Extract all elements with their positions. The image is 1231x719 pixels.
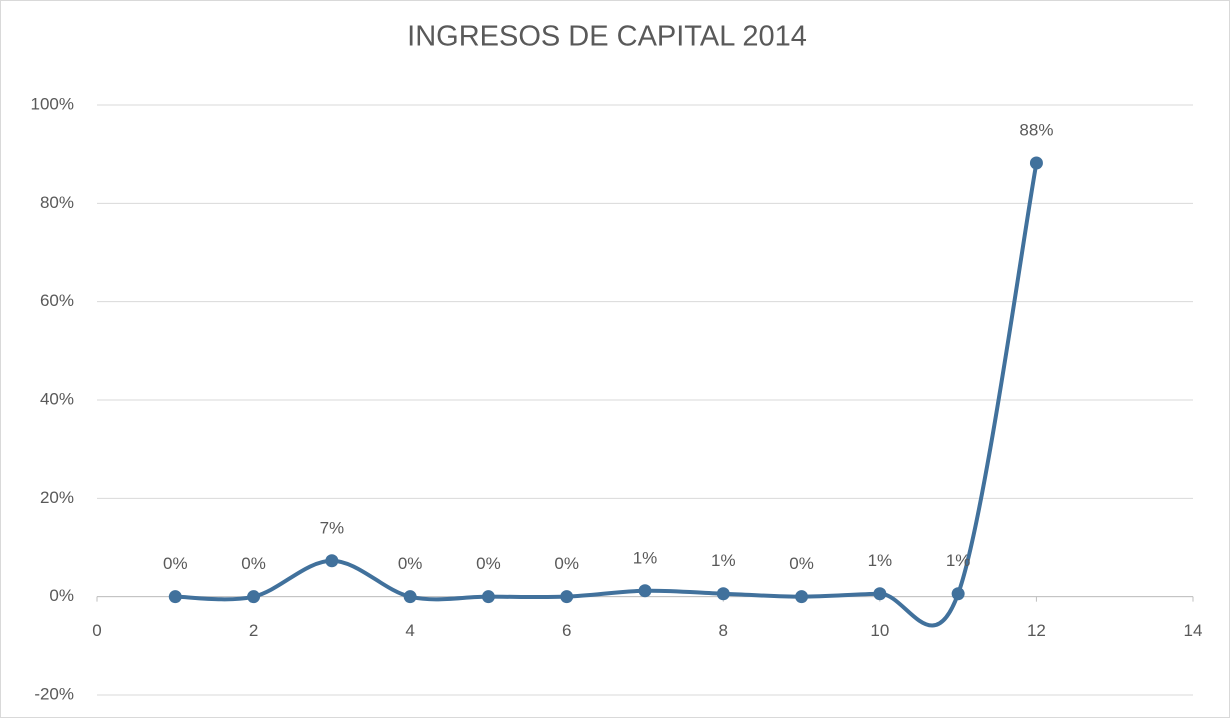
data-label: 1% — [868, 551, 893, 570]
data-label: 1% — [946, 551, 971, 570]
data-point — [638, 584, 652, 598]
data-label: 0% — [241, 554, 266, 573]
data-label: 0% — [163, 554, 188, 573]
data-point — [168, 590, 182, 604]
x-tick-label: 4 — [405, 621, 414, 640]
data-point — [873, 587, 887, 601]
y-tick-label: 0% — [49, 586, 74, 605]
data-point — [481, 590, 495, 604]
y-tick-label: -20% — [34, 684, 74, 703]
data-label: 88% — [1019, 121, 1053, 140]
data-point — [716, 587, 730, 601]
x-tick-label: 8 — [719, 621, 728, 640]
data-point — [1029, 156, 1043, 170]
data-label: 0% — [476, 554, 501, 573]
data-point — [951, 587, 965, 601]
chart-title: INGRESOS DE CAPITAL 2014 — [407, 21, 807, 53]
x-tick-label: 2 — [249, 621, 258, 640]
x-tick-label: 6 — [562, 621, 571, 640]
data-label: 0% — [789, 554, 814, 573]
data-point — [560, 590, 574, 604]
y-tick-label: 20% — [40, 488, 74, 507]
x-tick-label: 10 — [870, 621, 889, 640]
y-tick-label: 60% — [40, 291, 74, 310]
data-point — [325, 554, 339, 568]
data-point — [403, 590, 417, 604]
data-point — [247, 590, 261, 604]
data-label: 0% — [398, 554, 423, 573]
data-label: 1% — [633, 548, 658, 567]
y-tick-label: 80% — [40, 193, 74, 212]
data-label: 1% — [711, 551, 736, 570]
y-tick-label: 40% — [40, 389, 74, 408]
data-label: 7% — [320, 518, 345, 537]
x-tick-label: 0 — [92, 621, 101, 640]
data-label: 0% — [554, 554, 579, 573]
y-tick-label: 100% — [31, 94, 74, 113]
data-point — [795, 590, 809, 604]
x-tick-label: 12 — [1027, 621, 1046, 640]
x-tick-label: 14 — [1184, 621, 1203, 640]
